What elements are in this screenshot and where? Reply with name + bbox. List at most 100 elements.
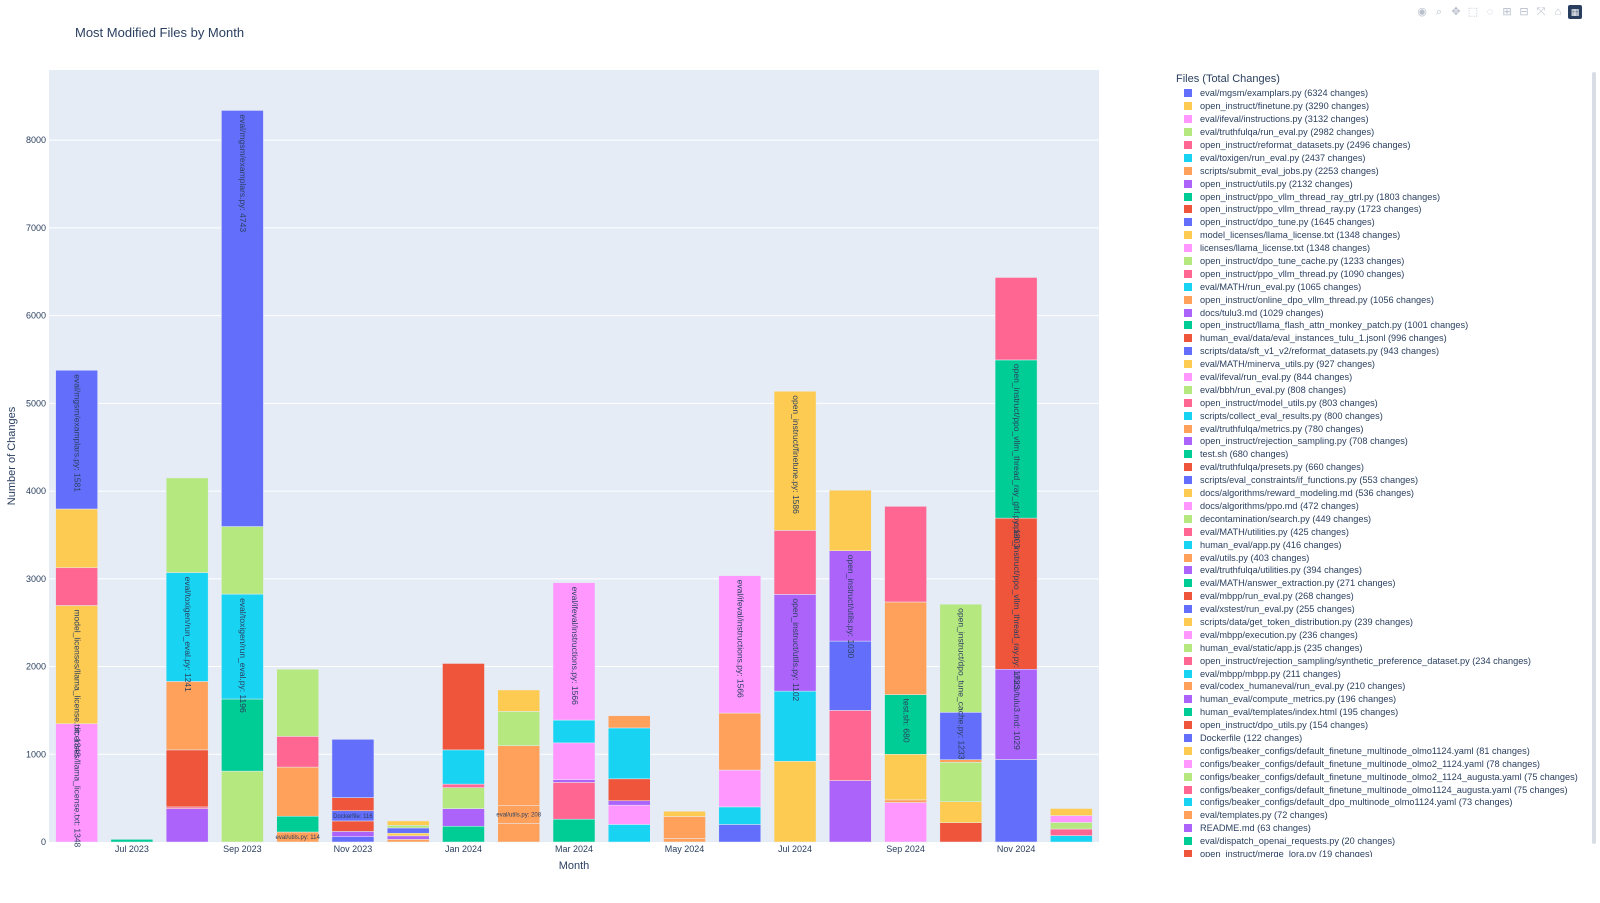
legend-item[interactable]: human_eval/compute_metrics.py (196 chang… bbox=[1176, 693, 1586, 706]
legend-item[interactable]: README.md (63 changes) bbox=[1176, 822, 1586, 835]
bar-segment[interactable] bbox=[55, 723, 98, 843]
legend-item[interactable]: model_licenses/llama_license.txt (1348 c… bbox=[1176, 229, 1586, 242]
legend-item[interactable]: eval/MATH/utilities.py (425 changes) bbox=[1176, 525, 1586, 538]
bar-segment[interactable] bbox=[331, 739, 375, 798]
legend-item[interactable]: eval/ifeval/run_eval.py (844 changes) bbox=[1176, 371, 1586, 384]
reset-axes-icon[interactable]: ⌂ bbox=[1554, 6, 1562, 18]
bar-segment[interactable] bbox=[939, 822, 983, 843]
legend-item[interactable]: open_instruct/utils.py (2132 changes) bbox=[1176, 177, 1586, 190]
bar-segment[interactable] bbox=[442, 808, 485, 827]
bar-segment[interactable] bbox=[1050, 822, 1093, 830]
bar-segment[interactable] bbox=[497, 711, 540, 746]
bar-segment[interactable] bbox=[165, 681, 209, 751]
bar-segment[interactable] bbox=[221, 770, 264, 843]
zoom-out-icon[interactable]: ⊟ bbox=[1519, 6, 1529, 18]
bar-segment[interactable] bbox=[221, 593, 264, 700]
bar-segment[interactable] bbox=[331, 820, 375, 832]
legend-item[interactable]: configs/beaker_configs/default_finetune_… bbox=[1176, 757, 1586, 770]
bar-segment[interactable] bbox=[994, 759, 1038, 843]
bar-segment[interactable] bbox=[1050, 835, 1093, 843]
bar-segment[interactable] bbox=[165, 749, 209, 808]
bar-segment[interactable] bbox=[331, 797, 375, 812]
legend-item[interactable]: open_instruct/rejection_sampling/synthet… bbox=[1176, 654, 1586, 667]
bar-segment[interactable] bbox=[221, 110, 264, 527]
bar-segment[interactable] bbox=[165, 806, 209, 809]
bar-segment[interactable] bbox=[829, 550, 872, 642]
bar-segment[interactable] bbox=[773, 761, 817, 843]
legend-item[interactable]: eval/bbh/run_eval.py (808 changes) bbox=[1176, 383, 1586, 396]
bar-segment[interactable] bbox=[994, 277, 1038, 361]
bar-segment[interactable] bbox=[386, 825, 430, 829]
bar-segment[interactable] bbox=[718, 824, 762, 843]
bar-segment[interactable] bbox=[608, 800, 651, 806]
bar-segment[interactable] bbox=[331, 836, 375, 843]
legend-item[interactable]: Dockerfile (122 changes) bbox=[1176, 732, 1586, 745]
bar-segment[interactable] bbox=[55, 605, 98, 724]
bar-segment[interactable] bbox=[773, 391, 817, 531]
bar-segment[interactable] bbox=[884, 601, 927, 695]
bar-segment[interactable] bbox=[221, 526, 264, 595]
bar-segment[interactable] bbox=[276, 766, 319, 817]
bar-segment[interactable] bbox=[1050, 815, 1093, 823]
legend-item[interactable]: eval/mbpp/run_eval.py (268 changes) bbox=[1176, 590, 1586, 603]
legend-item[interactable]: human_eval/static/app.js (235 changes) bbox=[1176, 641, 1586, 654]
bar-segment[interactable] bbox=[110, 839, 154, 843]
legend-item[interactable]: eval/templates.py (72 changes) bbox=[1176, 809, 1586, 822]
box-select-icon[interactable]: ⬚ bbox=[1467, 6, 1479, 18]
legend-item[interactable]: docs/algorithms/reward_modeling.md (536 … bbox=[1176, 487, 1586, 500]
legend-item[interactable]: eval/mbpp/mbpp.py (211 changes) bbox=[1176, 667, 1586, 680]
bar-segment[interactable] bbox=[276, 668, 319, 737]
legend-item[interactable]: configs/beaker_configs/default_finetune_… bbox=[1176, 744, 1586, 757]
bar-segment[interactable] bbox=[773, 530, 817, 595]
bar-segment[interactable] bbox=[55, 567, 98, 606]
bar-segment[interactable] bbox=[1050, 828, 1093, 836]
bar-segment[interactable] bbox=[331, 831, 375, 837]
bar-segment[interactable] bbox=[663, 838, 706, 843]
legend-item[interactable]: scripts/data/get_token_distribution.py (… bbox=[1176, 616, 1586, 629]
bar-segment[interactable] bbox=[1050, 808, 1093, 816]
legend-item[interactable]: eval/mgsm/examplars.py (6324 changes) bbox=[1176, 87, 1586, 100]
bar-segment[interactable] bbox=[442, 825, 485, 843]
bar-segment[interactable] bbox=[939, 801, 983, 823]
legend-item[interactable]: open_instruct/reformat_datasets.py (2496… bbox=[1176, 139, 1586, 152]
legend-item[interactable]: human_eval/app.py (416 changes) bbox=[1176, 538, 1586, 551]
bar-segment[interactable] bbox=[884, 754, 927, 801]
legend-item[interactable]: eval/mbpp/execution.py (236 changes) bbox=[1176, 628, 1586, 641]
bar-segment[interactable] bbox=[497, 823, 540, 843]
bar-segment[interactable] bbox=[552, 582, 596, 721]
legend-item[interactable]: scripts/collect_eval_results.py (800 cha… bbox=[1176, 409, 1586, 422]
bar-segment[interactable] bbox=[442, 663, 485, 751]
bar-segment[interactable] bbox=[608, 778, 651, 802]
legend-item[interactable]: scripts/data/sft_v1_v2/reformat_datasets… bbox=[1176, 345, 1586, 358]
autoscale-icon[interactable]: ⤧ bbox=[1536, 6, 1546, 18]
legend-item[interactable]: eval/MATH/minerva_utils.py (927 changes) bbox=[1176, 358, 1586, 371]
bar-segment[interactable] bbox=[884, 799, 927, 803]
bar-segment[interactable] bbox=[552, 719, 596, 744]
bar-segment[interactable] bbox=[663, 811, 706, 817]
legend-item[interactable]: eval/truthfulqa/run_eval.py (2982 change… bbox=[1176, 126, 1586, 139]
bar-segment[interactable] bbox=[442, 783, 485, 788]
legend-item[interactable]: configs/beaker_configs/default_finetune_… bbox=[1176, 770, 1586, 783]
legend-item[interactable]: eval/utils.py (403 changes) bbox=[1176, 551, 1586, 564]
bar-segment[interactable] bbox=[994, 669, 1038, 760]
bar-segment[interactable] bbox=[663, 816, 706, 839]
legend-item[interactable]: scripts/submit_eval_jobs.py (2253 change… bbox=[1176, 164, 1586, 177]
legend-item[interactable]: open_instruct/rejection_sampling.py (708… bbox=[1176, 435, 1586, 448]
legend-item[interactable]: open_instruct/merge_lora.py (19 changes) bbox=[1176, 848, 1586, 857]
bar-segment[interactable] bbox=[829, 780, 872, 843]
legend-item[interactable]: open_instruct/online_dpo_vllm_thread.py … bbox=[1176, 293, 1586, 306]
bar-segment[interactable] bbox=[939, 759, 983, 763]
legend-item[interactable]: open_instruct/ppo_vllm_thread_ray_gtrl.p… bbox=[1176, 190, 1586, 203]
legend-item[interactable]: eval/dispatch_openai_requests.py (20 cha… bbox=[1176, 835, 1586, 848]
legend-scrollbar[interactable] bbox=[1592, 72, 1596, 844]
bar-segment[interactable] bbox=[718, 806, 762, 825]
bar-segment[interactable] bbox=[386, 832, 430, 837]
camera-icon[interactable]: ◉ bbox=[1417, 6, 1427, 18]
legend-item[interactable]: open_instruct/llama_flash_attn_monkey_pa… bbox=[1176, 319, 1586, 332]
bar-segment[interactable] bbox=[552, 818, 596, 843]
bar-segment[interactable] bbox=[165, 572, 209, 682]
bar-segment[interactable] bbox=[608, 804, 651, 825]
legend-item[interactable]: decontamination/search.py (449 changes) bbox=[1176, 512, 1586, 525]
plotly-logo-icon[interactable]: ▦ bbox=[1568, 5, 1582, 19]
legend-item[interactable]: open_instruct/dpo_tune_cache.py (1233 ch… bbox=[1176, 255, 1586, 268]
